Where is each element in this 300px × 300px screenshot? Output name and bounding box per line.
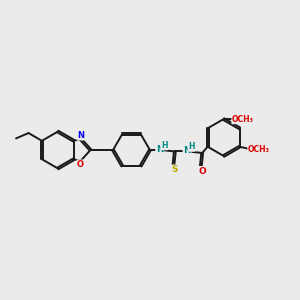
Text: OCH₃: OCH₃ — [232, 115, 254, 124]
Text: N: N — [156, 145, 164, 154]
Text: N: N — [183, 146, 191, 155]
Text: S: S — [172, 165, 178, 174]
Text: N: N — [77, 131, 84, 140]
Text: H: H — [161, 141, 167, 150]
Text: O: O — [198, 167, 206, 176]
Text: OCH₃: OCH₃ — [248, 145, 270, 154]
Text: O: O — [77, 160, 84, 169]
Text: H: H — [188, 142, 195, 151]
